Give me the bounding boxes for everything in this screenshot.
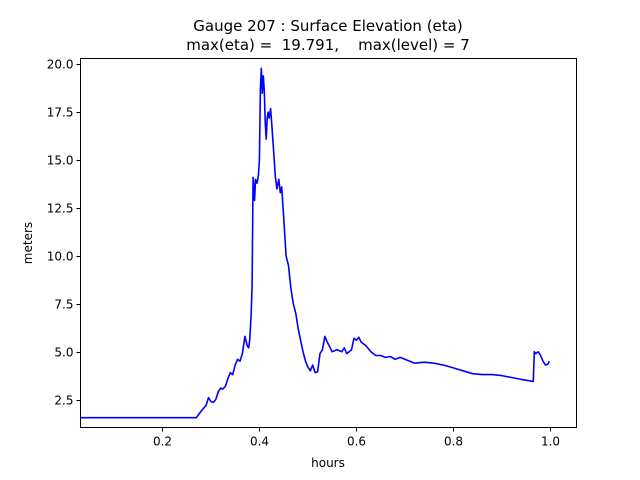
y-tick-label: 10.0	[47, 250, 74, 264]
y-tick-label: 5.0	[54, 346, 73, 360]
y-tick-label: 2.5	[54, 394, 73, 408]
x-tick-label: 0.6	[347, 435, 366, 449]
y-tick-label: 17.5	[47, 106, 74, 120]
series-line-eta	[80, 67, 551, 419]
y-tick-label: 7.5	[54, 298, 73, 312]
y-tick-label: 15.0	[47, 154, 74, 168]
plot-frame	[80, 58, 577, 428]
y-tick-label: 20.0	[47, 58, 74, 72]
x-tick-label: 0.8	[444, 435, 463, 449]
chart-title: Gauge 207 : Surface Elevation (eta)	[193, 17, 462, 35]
axis-ticks: 0.2 0.4 0.6 0.8 1.0 2.5 5.0 7.5 10.0 12.5 15.0 17.5…	[47, 58, 560, 449]
chart-subtitle: max(eta) = 19.791, max(level) = 7	[186, 36, 470, 54]
x-tick-label: 1.0	[541, 435, 560, 449]
y-tick-label: 12.5	[47, 202, 74, 216]
x-tick-label: 0.2	[153, 435, 172, 449]
y-axis-label: meters	[21, 222, 35, 264]
x-axis-label: hours	[311, 456, 345, 470]
x-tick-label: 0.4	[250, 435, 269, 449]
